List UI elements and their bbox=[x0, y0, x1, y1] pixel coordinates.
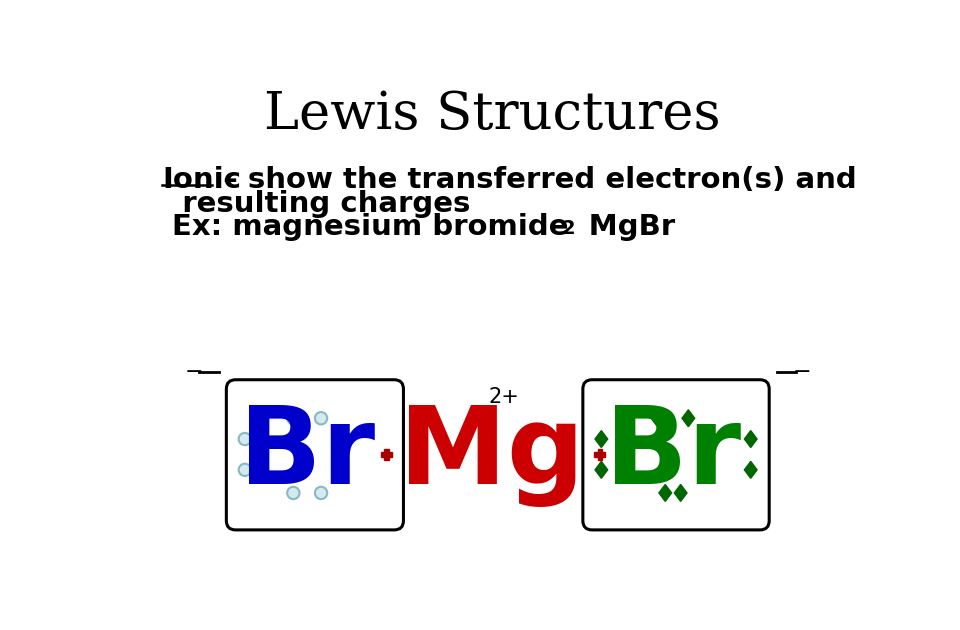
Polygon shape bbox=[598, 449, 602, 460]
Circle shape bbox=[287, 487, 300, 499]
Text: −: − bbox=[184, 362, 204, 382]
Polygon shape bbox=[595, 430, 608, 447]
Text: resulting charges: resulting charges bbox=[162, 190, 470, 217]
Text: – show the transferred electron(s) and: – show the transferred electron(s) and bbox=[213, 166, 857, 195]
Polygon shape bbox=[674, 484, 687, 501]
Circle shape bbox=[239, 433, 251, 445]
Circle shape bbox=[287, 412, 300, 425]
Polygon shape bbox=[384, 449, 389, 460]
Circle shape bbox=[315, 487, 327, 499]
Polygon shape bbox=[381, 452, 392, 457]
Polygon shape bbox=[744, 430, 757, 447]
Text: Br: Br bbox=[605, 401, 741, 507]
Text: −: − bbox=[792, 362, 811, 382]
Text: 2: 2 bbox=[562, 219, 575, 238]
Text: Ex: magnesium bromide  MgBr: Ex: magnesium bromide MgBr bbox=[173, 213, 676, 241]
Text: 2+: 2+ bbox=[488, 387, 519, 408]
Polygon shape bbox=[651, 410, 664, 427]
Polygon shape bbox=[595, 461, 608, 478]
Text: Br: Br bbox=[239, 401, 375, 507]
Text: Mg: Mg bbox=[399, 401, 585, 507]
Text: Ionic: Ionic bbox=[162, 166, 241, 195]
Text: Lewis Structures: Lewis Structures bbox=[264, 89, 720, 140]
Polygon shape bbox=[744, 461, 757, 478]
Polygon shape bbox=[659, 484, 672, 501]
Polygon shape bbox=[594, 452, 606, 457]
Circle shape bbox=[239, 464, 251, 476]
Circle shape bbox=[315, 412, 327, 425]
Polygon shape bbox=[682, 410, 695, 427]
